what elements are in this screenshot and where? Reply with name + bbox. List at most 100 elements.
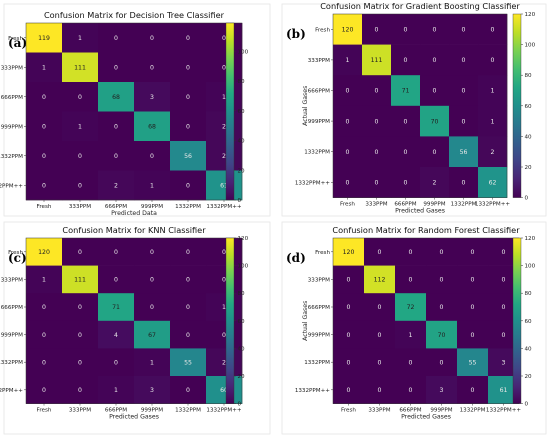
cell-value: 71 xyxy=(402,88,410,95)
matrix-cell xyxy=(449,44,479,76)
cell-value: 0 xyxy=(471,387,475,394)
cell-value: 0 xyxy=(222,277,226,284)
matrix-cell xyxy=(206,170,243,201)
x-tick-label: 1332PPM++ xyxy=(486,408,521,414)
cell-value: 0 xyxy=(114,153,118,160)
x-tick-label: 999PPM xyxy=(423,202,445,208)
matrix-cell xyxy=(206,52,243,83)
cell-value: 0 xyxy=(404,180,408,187)
cell-value: 0 xyxy=(375,27,379,34)
panel-letter: (c) xyxy=(8,251,27,265)
matrix-cell xyxy=(170,23,207,53)
cell-value: 0 xyxy=(378,359,382,366)
colorbar-tick-label: 40 xyxy=(525,346,533,352)
matrix-cell xyxy=(420,44,450,76)
matrix-cell xyxy=(134,52,171,83)
matrix-cell xyxy=(449,136,479,168)
colorbar-tick-label: 40 xyxy=(525,134,533,140)
matrix-cell xyxy=(426,320,458,349)
cell-value: 0 xyxy=(114,35,118,42)
matrix-cell xyxy=(98,82,135,112)
cell-value: 0 xyxy=(502,249,506,256)
cell-value: 0 xyxy=(471,332,475,339)
matrix-cell xyxy=(26,293,63,322)
cell-value: 68 xyxy=(148,123,156,130)
matrix-cell xyxy=(333,265,365,294)
cell-value: 0 xyxy=(150,64,154,71)
cell-value: 0 xyxy=(491,27,495,34)
matrix-cell xyxy=(170,141,207,171)
matrix-cell xyxy=(478,105,508,137)
matrix-cell xyxy=(62,238,99,266)
matrix-cell xyxy=(98,265,135,294)
cell-value: 0 xyxy=(471,249,475,256)
cell-value: 0 xyxy=(433,57,437,64)
cell-value: 0 xyxy=(78,94,82,101)
cell-value: 0 xyxy=(462,118,466,125)
matrix-cell xyxy=(457,265,489,294)
matrix-cell xyxy=(333,136,363,168)
matrix-cell xyxy=(449,14,479,45)
x-tick-label: 999PPM xyxy=(141,408,163,414)
matrix-cell xyxy=(391,14,421,45)
colorbar-tick-label: 20 xyxy=(525,165,533,171)
cell-value: 0 xyxy=(186,123,190,130)
cell-value: 1 xyxy=(42,277,46,284)
cell-value: 0 xyxy=(346,149,350,156)
cell-value: 0 xyxy=(433,88,437,95)
matrix-cell xyxy=(170,376,207,404)
cell-value: 0 xyxy=(346,118,350,125)
matrix-cell xyxy=(333,14,363,45)
x-tick-label: 999PPM xyxy=(141,204,163,210)
colorbar-tick-label: 40 xyxy=(238,346,246,352)
matrix-cell xyxy=(364,320,396,349)
cell-value: 0 xyxy=(42,94,46,101)
y-tick-label: 666PPM xyxy=(1,95,23,101)
cell-value: 3 xyxy=(150,94,154,101)
cell-value: 1 xyxy=(78,123,82,130)
cell-value: 0 xyxy=(491,57,495,64)
cell-value: 0 xyxy=(186,94,190,101)
colorbar-tick-label: 80 xyxy=(238,291,246,297)
cell-value: 119 xyxy=(38,35,50,42)
matrix-cell xyxy=(420,136,450,168)
cell-value: 0 xyxy=(378,332,382,339)
matrix-cell xyxy=(457,376,489,404)
confusion-matrix-panel-d: (d) Confusion Matrix for Random Forest Cl… xyxy=(281,221,547,435)
x-tick-label: 333PPM xyxy=(368,408,390,414)
cell-value: 0 xyxy=(78,332,82,339)
matrix-cell xyxy=(26,170,63,201)
matrix-cell xyxy=(457,293,489,322)
cell-value: 0 xyxy=(462,27,466,34)
cell-value: 0 xyxy=(78,153,82,160)
cell-value: 62 xyxy=(489,180,497,187)
x-tick-label: 333PPM xyxy=(69,204,91,210)
y-tick-label: 1332PPM xyxy=(304,150,330,156)
colorbar-tick-label: 60 xyxy=(238,319,246,325)
cell-value: 0 xyxy=(186,304,190,311)
cell-value: 0 xyxy=(78,359,82,366)
cell-value: 67 xyxy=(148,332,156,339)
cell-value: 1 xyxy=(222,304,226,311)
matrix-cell xyxy=(395,376,427,404)
matrix-cell xyxy=(62,293,99,322)
matrix-cell xyxy=(364,238,396,266)
cell-value: 0 xyxy=(42,304,46,311)
cell-value: 0 xyxy=(78,182,82,189)
cell-value: 1 xyxy=(78,35,82,42)
matrix-cell xyxy=(134,141,171,171)
chart-title: Confusion Matrix for Decision Tree Class… xyxy=(44,10,225,20)
y-tick-label: 333PPM xyxy=(1,65,23,71)
panel-letter: (b) xyxy=(286,27,306,41)
cell-value: 0 xyxy=(222,249,226,256)
cell-value: 0 xyxy=(404,27,408,34)
cell-value: 3 xyxy=(440,387,444,394)
y-tick-label: 333PPM xyxy=(1,277,23,283)
matrix-cell xyxy=(364,293,396,322)
matrix-cell xyxy=(478,14,508,45)
cell-value: 55 xyxy=(469,359,477,366)
colorbar-tick-label: 60 xyxy=(525,319,533,325)
matrix-cell xyxy=(62,111,99,142)
matrix-cell xyxy=(391,44,421,76)
matrix-cell xyxy=(391,75,421,107)
